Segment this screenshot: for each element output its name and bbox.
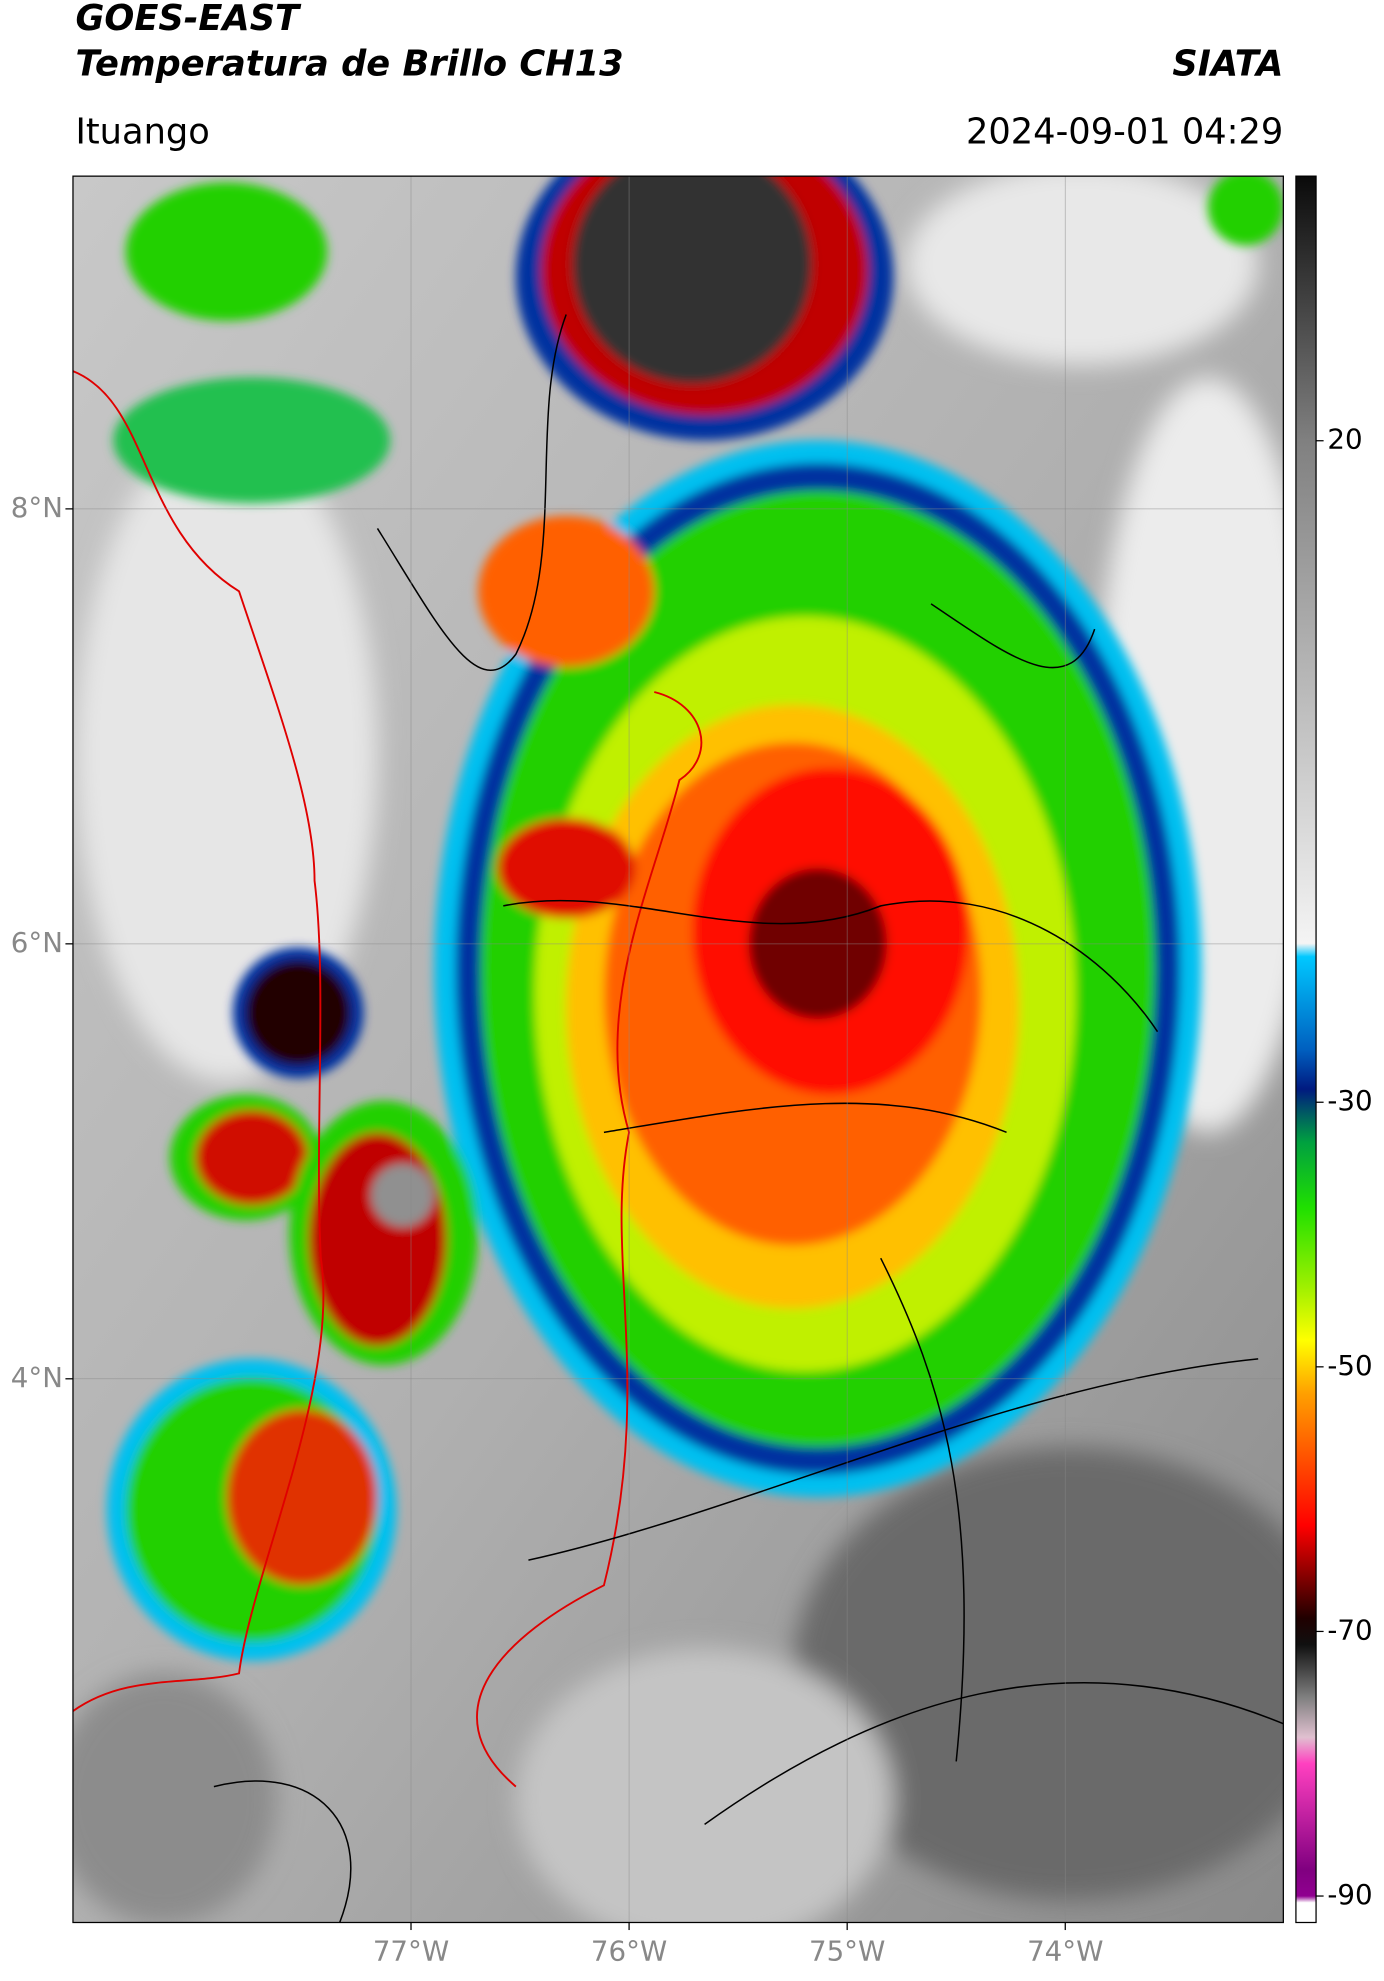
map-axes: 77°W 76°W 75°W 74°W 8°N 6°N 4°N xyxy=(11,491,1104,1968)
cloud-field xyxy=(72,176,1284,1923)
y-tick-label: 4°N xyxy=(11,1361,63,1394)
storm-layer xyxy=(113,377,391,504)
cloud xyxy=(75,427,378,1083)
colorbar-tick-label: -50 xyxy=(1327,1349,1372,1382)
location: Ituango xyxy=(75,111,209,152)
title: GOES-EAST xyxy=(75,0,302,39)
institution: SIATA xyxy=(1172,43,1283,84)
y-tick-label: 6°N xyxy=(11,926,63,959)
x-tick-label: 75°W xyxy=(809,1935,885,1968)
colorbar-tick-label: -70 xyxy=(1327,1613,1372,1646)
admin-boundary xyxy=(213,314,1284,1923)
storm-layer xyxy=(496,817,636,919)
datetime: 2024-09-01 04:29 xyxy=(966,111,1283,152)
storms xyxy=(106,176,1284,1661)
storm-layer xyxy=(226,1409,378,1586)
x-tick-label: 74°W xyxy=(1027,1935,1103,1968)
colorbar-ticks: 20 -30 -50 -70 -90 xyxy=(1316,423,1373,1911)
y-tick-label: 8°N xyxy=(11,491,63,524)
satellite-image xyxy=(72,176,1284,1923)
storm-layer xyxy=(371,1163,435,1227)
colorbar-tick-label: -30 xyxy=(1327,1084,1372,1117)
map-frame xyxy=(72,175,1284,1924)
cloud xyxy=(72,1673,277,1923)
storm-layer xyxy=(308,1132,447,1347)
colorbar xyxy=(1295,175,1317,1924)
x-tick-label: 77°W xyxy=(373,1935,449,1968)
cloud xyxy=(515,1648,894,1923)
colorbar-tick-label: 20 xyxy=(1327,423,1362,456)
cloud xyxy=(905,176,1259,365)
storm-layer xyxy=(245,959,352,1066)
cloud xyxy=(792,1446,1284,1900)
storm-layer xyxy=(1207,176,1284,246)
storm-layer xyxy=(125,182,328,321)
x-tick-label: 76°W xyxy=(591,1935,667,1968)
graticule xyxy=(72,176,1284,1923)
colorbar-tick-label: -90 xyxy=(1327,1878,1372,1911)
storm-layer xyxy=(195,1109,309,1206)
storm-layer xyxy=(572,176,812,384)
storm-layer xyxy=(478,515,655,667)
subtitle: Temperatura de Brillo CH13 xyxy=(75,43,623,84)
coastline xyxy=(72,370,325,1712)
boundary xyxy=(476,691,703,1788)
